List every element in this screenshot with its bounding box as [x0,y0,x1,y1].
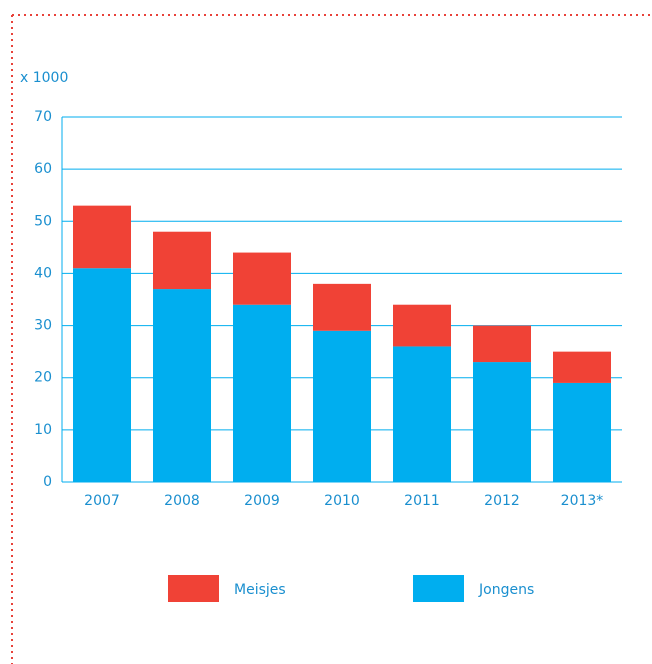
bar-segment [553,351,611,383]
bar-segment [73,205,131,269]
bar-segment [313,283,371,331]
legend-label: Meisjes [234,582,286,598]
bar-segment [313,330,371,482]
x-tick-label: 2007 [84,493,120,509]
y-tick-label: 30 [34,318,52,334]
y-tick-label: 60 [34,161,52,177]
y-tick-label: 40 [34,265,52,281]
legend-swatch [168,575,219,602]
bar-segment [393,304,451,347]
bar-segment [153,289,211,482]
bar-segment [473,325,531,363]
y-tick-label: 0 [43,474,52,490]
y-tick-label: 70 [34,109,52,125]
legend-swatch [413,575,464,602]
bar-segment [73,268,131,482]
x-tick-label: 2010 [324,493,360,509]
x-tick-label: 2011 [404,493,440,509]
x-tick-label: 2012 [484,493,520,509]
bar-segment [233,304,291,482]
y-tick-label: 20 [34,370,52,386]
y-tick-label: 10 [34,422,52,438]
bar-segment [553,382,611,482]
legend-label: Jongens [478,582,534,598]
bar-segment [473,362,531,482]
y-tick-label: 50 [34,213,52,229]
bar-segment [233,252,291,305]
y-axis-label: x 1000 [20,70,68,86]
x-tick-label: 2013* [561,493,604,509]
x-tick-label: 2008 [164,493,200,509]
x-tick-label: 2009 [244,493,280,509]
bar-segment [393,346,451,482]
bar-segment [153,231,211,290]
